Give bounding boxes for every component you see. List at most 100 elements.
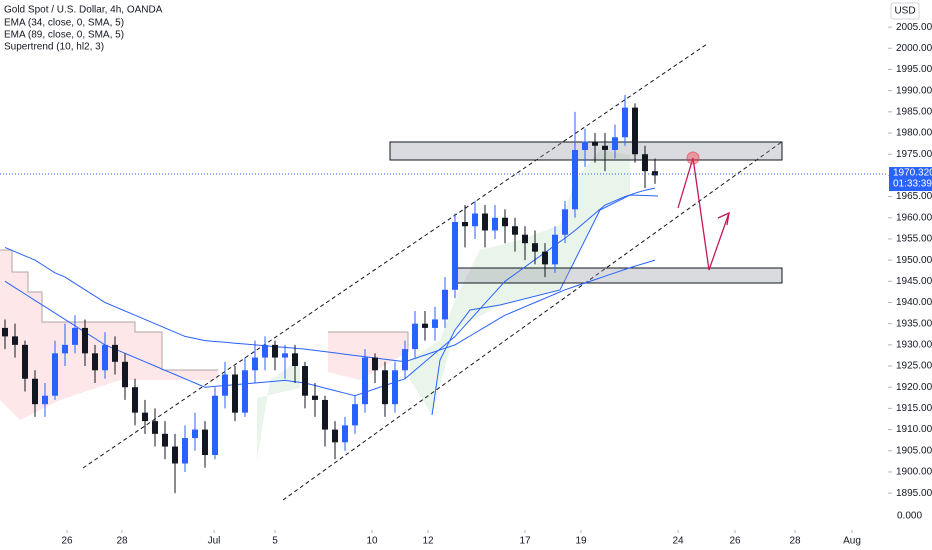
candle-body [122, 361, 128, 388]
lower-pane-label: 0.000 [897, 511, 922, 522]
candle-body [652, 171, 658, 176]
candle-body [462, 221, 468, 227]
arrow-head [717, 211, 730, 226]
candle-body [182, 438, 188, 464]
y-tick-label: 1925.000 [896, 361, 932, 372]
candle-body [612, 137, 618, 150]
y-tick-label: 1950.000 [896, 255, 932, 266]
candle-body [222, 374, 228, 396]
candle-body [512, 226, 518, 235]
candle-body [142, 412, 148, 422]
candle-body [412, 323, 418, 350]
candle-body [492, 217, 498, 231]
supertrend-down-fill [328, 332, 408, 380]
candle-body [592, 141, 598, 146]
candle-body [82, 327, 88, 354]
candle-body [332, 429, 338, 443]
candle-body [192, 429, 198, 439]
candle-body [622, 107, 628, 138]
candle-body [102, 344, 108, 371]
candle-body [392, 370, 398, 405]
candle-body [472, 213, 478, 227]
candle-body [72, 327, 78, 345]
candle-body [12, 336, 18, 345]
y-tick-label: 1910.000 [896, 424, 932, 435]
y-tick-label: 1915.000 [896, 403, 932, 414]
y-tick-label: 1920.000 [896, 382, 932, 393]
candle-body [532, 243, 538, 252]
x-tick-label: 24 [672, 536, 684, 547]
candle-body [632, 107, 638, 155]
y-tick-label: 2000.000 [896, 43, 932, 54]
x-tick-label: 12 [422, 536, 434, 547]
legend-entry: EMA (89, close, 0, SMA, 5) [4, 30, 124, 41]
legend-entry: EMA (34, close, 0, SMA, 5) [4, 18, 124, 29]
touch-point [686, 151, 700, 165]
candle-body [302, 366, 308, 396]
x-tick-label: 17 [519, 536, 531, 547]
y-tick-label: 1995.000 [896, 64, 932, 75]
y-tick-label: 1945.000 [896, 276, 932, 287]
candle-body [282, 353, 288, 358]
y-tick-label: 1900.000 [896, 467, 932, 478]
ema-line [4, 246, 656, 363]
x-tick-label: 28 [789, 536, 801, 547]
x-tick-label: 10 [366, 536, 378, 547]
candle-body [272, 344, 278, 358]
currency: USD [894, 6, 915, 17]
candle-body [322, 399, 328, 430]
y-tick-label: 1965.000 [896, 191, 932, 202]
y-tick-label: 2005.000 [896, 22, 932, 33]
candle-body [92, 353, 98, 371]
candle-body [242, 370, 248, 413]
y-tick-label: 1960.000 [896, 212, 932, 223]
support-zone [454, 267, 783, 284]
currency-box[interactable] [890, 2, 920, 20]
candle-body [582, 141, 588, 150]
candle-body [2, 327, 8, 337]
y-tick-label: 1935.000 [896, 318, 932, 329]
candle-body [202, 429, 208, 456]
candle-body [502, 217, 508, 227]
candle-body [152, 421, 158, 434]
candle-body [482, 213, 488, 231]
countdown: 01:33:39 [893, 179, 932, 190]
candle-body [112, 344, 118, 362]
y-tick-label: 1895.000 [896, 488, 932, 499]
chart-title: Gold Spot / U.S. Dollar, 4h, OANDA [4, 5, 163, 16]
candle-body [432, 319, 438, 328]
y-tick-label: 1990.000 [896, 85, 932, 96]
candle-body [162, 433, 168, 447]
candle-body [382, 370, 388, 405]
candle-body [52, 353, 58, 396]
x-tick-label: Aug [843, 536, 861, 547]
x-tick-label: 26 [61, 536, 73, 547]
candle-body [452, 221, 458, 290]
y-tick-label: 1955.000 [896, 234, 932, 245]
last-price-label: 1970.320 [893, 168, 932, 179]
projection-arrow [677, 157, 730, 271]
y-tick-label: 1905.000 [896, 445, 932, 456]
supertrend-down-line [328, 331, 409, 352]
y-tick-label: 1975.000 [896, 149, 932, 160]
y-tick-label: 1930.000 [896, 340, 932, 351]
last-price-box [889, 167, 932, 192]
x-tick-label: 28 [116, 536, 128, 547]
candle-body [62, 344, 68, 354]
candle-body [642, 154, 648, 172]
supertrend-up-fill [257, 360, 300, 460]
y-tick-label: 1940.000 [896, 297, 932, 308]
candle-body [552, 234, 558, 265]
x-tick-label: 19 [575, 536, 587, 547]
candle-body [522, 234, 528, 244]
candle-body [572, 149, 578, 210]
candle-body [422, 323, 428, 328]
candle-body [232, 374, 238, 413]
supertrend-down-line [0, 249, 218, 371]
y-tick-label: 1985.000 [896, 106, 932, 117]
candle-body [352, 404, 358, 426]
candle-body [22, 344, 28, 379]
candle-body [172, 446, 178, 464]
